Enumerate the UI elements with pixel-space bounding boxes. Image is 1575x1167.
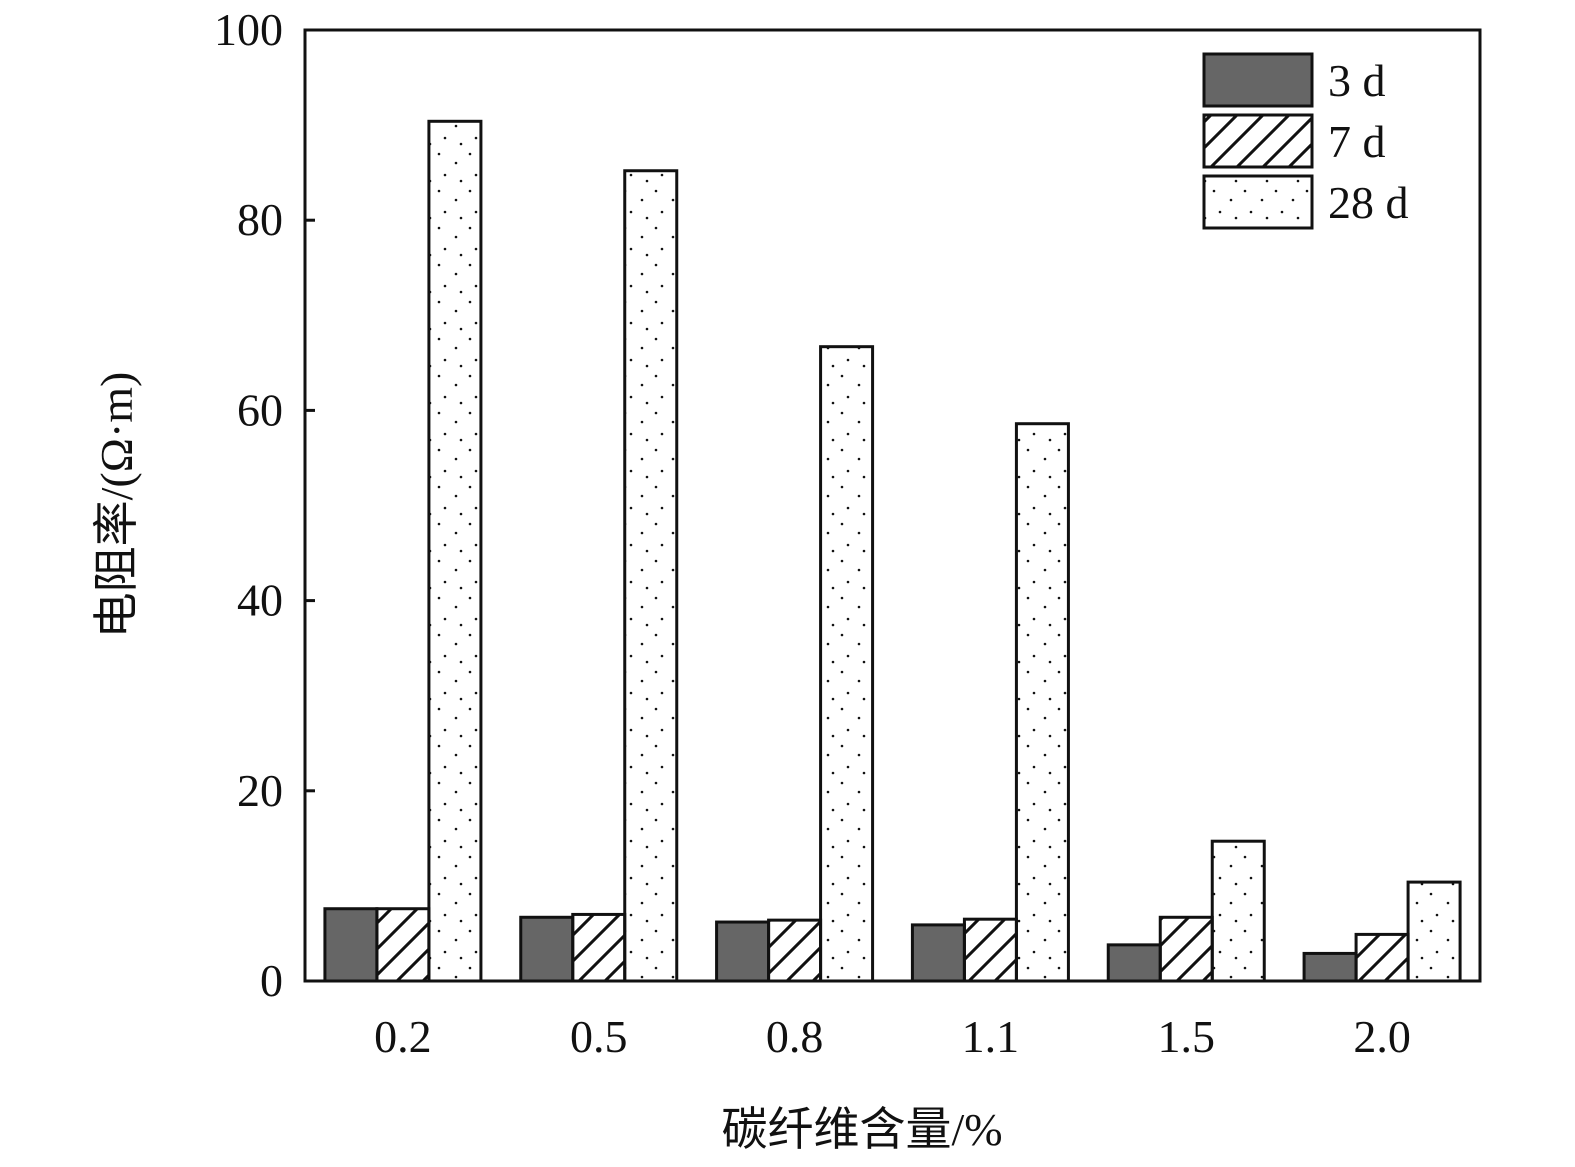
bar-7d-0.2: [375, 907, 431, 983]
bar-3d-0.8: [715, 920, 771, 983]
bar-7d-0.8: [767, 918, 823, 983]
bar-28d-0.5: [623, 169, 679, 983]
legend-label: 3 d: [1328, 55, 1386, 106]
y-tick-label: 100: [214, 4, 283, 55]
bar-3d-2.0: [1302, 951, 1358, 983]
y-tick-label: 40: [237, 575, 283, 626]
legend-swatch: [1202, 174, 1314, 230]
bar-3d-1.1: [910, 923, 966, 983]
x-tick-label: 0.5: [570, 1011, 628, 1062]
bar-7d-0.5: [571, 912, 627, 983]
x-tick-label: 1.1: [962, 1011, 1020, 1062]
bar-28d-1.1: [1014, 422, 1070, 983]
legend-swatch: [1202, 113, 1314, 169]
bar-28d-1.5: [1210, 839, 1266, 983]
bar-3d-0.5: [519, 915, 575, 983]
y-tick-label: 20: [237, 765, 283, 816]
bar-3d-0.2: [323, 907, 379, 983]
legend-label: 28 d: [1328, 177, 1409, 228]
bar-7d-1.5: [1158, 915, 1214, 983]
y-tick-label: 80: [237, 194, 283, 245]
legend-label: 7 d: [1328, 116, 1386, 167]
bar-3d-1.5: [1106, 943, 1162, 983]
bar-7d-1.1: [962, 917, 1018, 983]
y-tick-label: 60: [237, 384, 283, 435]
bar-28d-2.0: [1406, 880, 1462, 983]
y-axis-label: 电阻率/(Ω·m): [91, 372, 142, 639]
plot-frame: [303, 28, 1482, 983]
x-tick-label: 2.0: [1353, 1011, 1411, 1062]
x-tick-label: 0.2: [374, 1011, 432, 1062]
legend: 3 d 7 d 28 d: [1202, 52, 1409, 230]
x-tick-label: 1.5: [1158, 1011, 1216, 1062]
x-tick-label: 0.8: [766, 1011, 824, 1062]
bar-28d-0.8: [819, 345, 875, 983]
legend-swatch: [1202, 52, 1314, 108]
y-tick-label: 0: [260, 955, 283, 1006]
bar-28d-0.2: [427, 119, 483, 983]
x-axis-label: 碳纤维含量/%: [721, 1104, 1002, 1155]
bar-7d-2.0: [1354, 932, 1410, 983]
